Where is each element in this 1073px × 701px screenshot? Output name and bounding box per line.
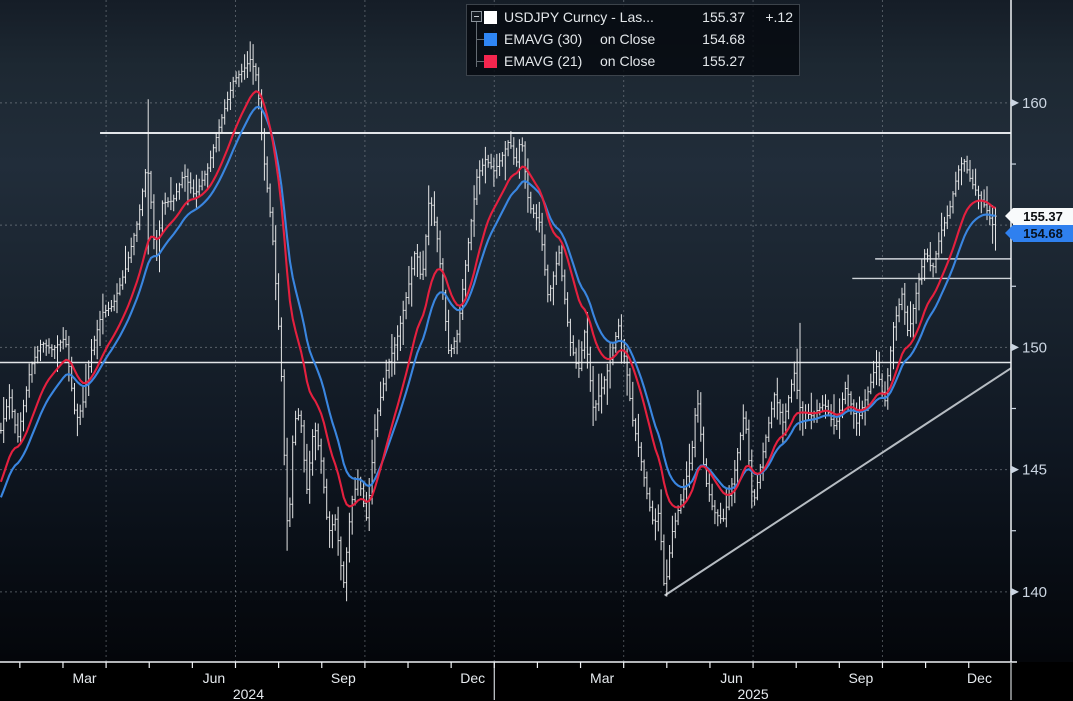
grid-lines [0, 0, 1011, 662]
x-axis-labels: Mar Jun Sep Dec Mar Jun Sep Dec 2024 2025 [19, 662, 1012, 701]
ema30-price-tag: 154.68 [1005, 224, 1073, 242]
emavg30-color-swatch-icon [484, 32, 497, 46]
ema30-line [0, 105, 996, 498]
last-price-value: 155.37 [1023, 208, 1063, 224]
ema21-moving-average [0, 90, 996, 509]
legend-ema30-value: 154.68 [702, 31, 745, 47]
legend-row-emavg21[interactable]: EMAVG (21) on Close 155.27 [484, 50, 793, 72]
svg-text:Sep: Sep [848, 670, 873, 686]
svg-text:Jun: Jun [203, 670, 226, 686]
svg-text:140: 140 [1022, 584, 1047, 601]
legend-label: EMAVG (30) [504, 31, 583, 47]
chart-plot-background [0, 0, 1073, 662]
legend-label: USDJPY Curncy - Las... [504, 9, 654, 25]
axes-frame [0, 0, 1017, 663]
trendline [664, 367, 1012, 597]
svg-text:Dec: Dec [967, 670, 992, 686]
svg-text:160: 160 [1022, 95, 1047, 112]
ema30-price-value: 154.68 [1023, 225, 1063, 241]
y-axis-labels: 160 150 145 140 [1011, 95, 1047, 601]
ema21-line [0, 90, 996, 509]
legend-change-value: +.12 [765, 9, 793, 25]
price-tag-notch-icon [1005, 207, 1013, 224]
legend-tree-line [476, 22, 477, 67]
svg-text:Sep: Sep [331, 670, 356, 686]
svg-text:2024: 2024 [233, 686, 264, 701]
last-price-tag: 155.37 [1005, 207, 1073, 225]
ascending-trendline [664, 367, 1012, 597]
legend-tree-stub [476, 61, 484, 62]
support-resistance-lines [0, 131, 1011, 364]
svg-text:Jun: Jun [720, 670, 743, 686]
legend-last-value: 155.37 [702, 9, 745, 25]
ohlc-bars [0, 41, 997, 602]
usdjpy-color-swatch-icon [484, 10, 497, 24]
legend-label: EMAVG (21) [504, 53, 583, 69]
legend-row-emavg30[interactable]: EMAVG (30) on Close 154.68 [484, 28, 793, 50]
legend-on-close-label: on Close [600, 53, 656, 69]
chart-legend: USDJPY Curncy - Las... 155.37 +.12 EMAVG… [466, 4, 800, 76]
emavg21-color-swatch-icon [484, 54, 497, 68]
svg-text:2025: 2025 [737, 686, 768, 701]
price-tag-notch-icon [1005, 224, 1013, 241]
svg-text:Mar: Mar [72, 670, 96, 686]
legend-ema21-value: 155.27 [702, 53, 745, 69]
legend-on-close-label: on Close [600, 31, 656, 47]
svg-text:Mar: Mar [590, 670, 614, 686]
legend-tree-stub [476, 39, 484, 40]
svg-text:150: 150 [1022, 339, 1047, 356]
svg-text:Dec: Dec [460, 670, 485, 686]
ema30-moving-average [0, 105, 996, 498]
svg-text:145: 145 [1022, 462, 1047, 479]
legend-row-usdjpy-last[interactable]: USDJPY Curncy - Las... 155.37 +.12 [484, 6, 793, 28]
legend-collapse-icon[interactable] [471, 11, 482, 22]
